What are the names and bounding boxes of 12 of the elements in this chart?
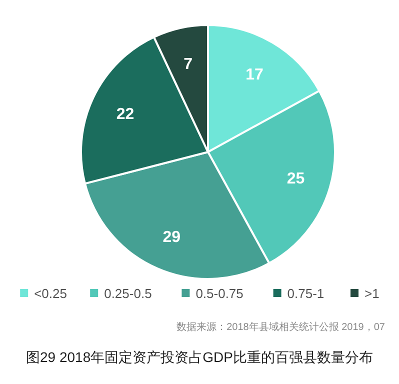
- text: 图29 2018年固定资产投资占GDP比重的百强县数量分布: [26, 349, 373, 365]
- data-label: 22: [116, 106, 134, 124]
- data-label: 7: [184, 56, 193, 73]
- legend-label: >1: [364, 286, 380, 301]
- legend-label: 0.5-0.75: [196, 286, 244, 301]
- data-label: 25: [286, 170, 305, 188]
- data-label: 17: [246, 66, 264, 84]
- data-label: 29: [162, 228, 181, 246]
- source-note: 数据来源：2018年县域相关统计公报 2019，07: [176, 321, 386, 333]
- legend-label: 0.75-1: [287, 286, 324, 301]
- legend-label: <0.25: [34, 286, 68, 301]
- legend-label: 0.25-0.5: [104, 286, 152, 301]
